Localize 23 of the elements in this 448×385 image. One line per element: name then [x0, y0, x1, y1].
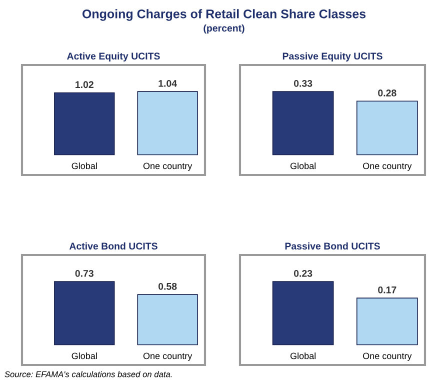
- data-label: 1.02: [76, 81, 94, 88]
- data-label: 0.73: [75, 270, 94, 277]
- text: Ongoing Charges of Retail Clean Share Classes: [82, 9, 366, 21]
- x-tick-label: One country: [363, 162, 412, 171]
- source-note: Source: EFAMA's calculations based on data.: [4, 371, 172, 378]
- data-label: 0.33: [294, 80, 312, 87]
- data-label: 0.17: [378, 286, 396, 294]
- x-tick-label: One country: [143, 352, 192, 361]
- x-tick-label: One country: [363, 352, 412, 361]
- data-label: 0.28: [378, 90, 396, 96]
- data-label: 0.23: [294, 270, 312, 277]
- chart-title: Passive Bond UCITS: [285, 242, 380, 250]
- chart-title: Passive Equity UCITS: [282, 52, 382, 62]
- data-label: 0.58: [158, 282, 177, 290]
- text: (percent): [204, 24, 244, 34]
- chart-title: Active Equity UCITS: [67, 52, 160, 62]
- chart-title: Active Bond UCITS: [69, 242, 158, 250]
- x-tick-label: Global: [290, 162, 316, 170]
- x-tick-label: Global: [72, 352, 97, 360]
- data-label: 1.04: [158, 80, 177, 87]
- x-tick-label: Global: [72, 162, 97, 170]
- x-tick-label: Global: [290, 352, 316, 360]
- x-tick-label: One country: [143, 162, 192, 171]
